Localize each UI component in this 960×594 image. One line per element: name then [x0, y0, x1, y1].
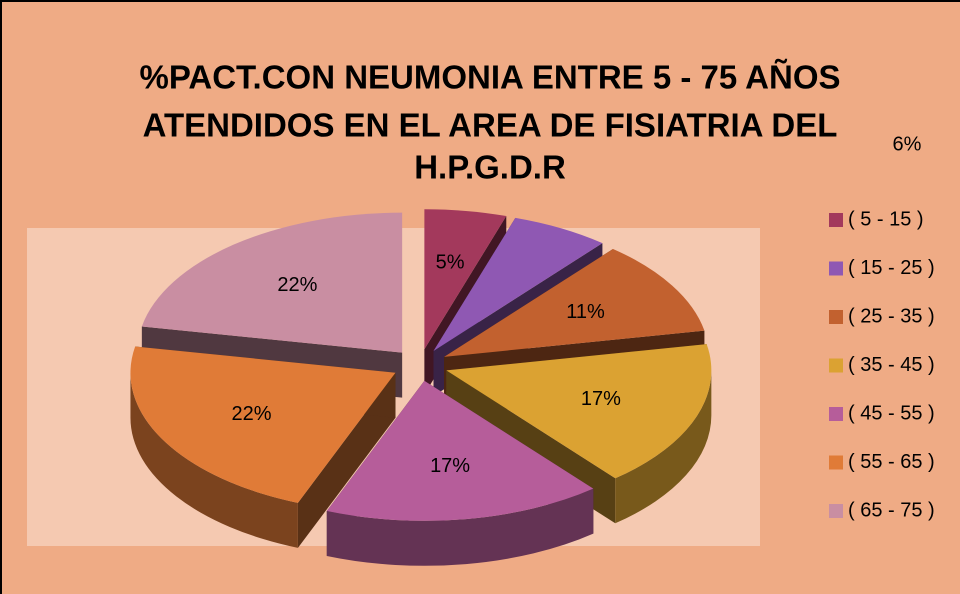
pie-slice: [141, 212, 403, 353]
legend-swatch: [829, 407, 843, 421]
data-label: 17%: [430, 455, 470, 477]
data-label: 22%: [231, 403, 271, 425]
legend-label: ( 65 - 75 ): [848, 499, 935, 521]
legend-label: ( 5 - 15 ): [848, 208, 924, 230]
legend-swatch: [829, 455, 843, 470]
legend-swatch: [829, 358, 843, 373]
legend-swatch: [829, 261, 843, 276]
chart-title: ATENDIDOS EN EL AREA DE FISIATRIA DEL: [143, 107, 838, 144]
data-label: 22%: [277, 274, 317, 296]
legend-label: ( 25 - 35 ): [848, 305, 935, 327]
pie-slice: [424, 209, 507, 350]
pie-slice: [444, 248, 705, 357]
slice-side: [615, 370, 712, 524]
slice-wall: [297, 372, 396, 548]
data-label: 11%: [566, 301, 605, 323]
pie-slice: [446, 344, 712, 479]
slice-side: [130, 372, 298, 548]
legend-label: ( 15 - 25 ): [848, 257, 935, 279]
chart-title: %PACT.CON NEUMONIA ENTRE 5 - 75 AÑOS: [139, 59, 840, 96]
legend-label: ( 55 - 65 ): [848, 451, 935, 473]
legend-swatch: [829, 213, 843, 227]
legend-swatch: [829, 310, 843, 324]
legend-label: ( 35 - 45 ): [848, 354, 935, 376]
legend-swatch: [829, 504, 843, 518]
chart-title: H.P.G.D.R: [414, 149, 566, 186]
data-label: 6%: [893, 133, 922, 155]
slice-side: [326, 488, 594, 566]
pie-slice: [433, 217, 603, 351]
data-label: 5%: [436, 252, 465, 274]
pie-slice: [326, 380, 594, 521]
pie-slice: [130, 346, 396, 503]
legend-label: ( 45 - 55 ): [848, 402, 935, 424]
data-label: 17%: [581, 388, 621, 410]
